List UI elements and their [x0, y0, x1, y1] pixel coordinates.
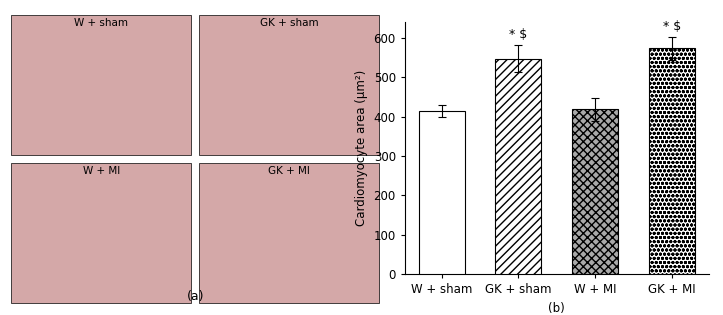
Text: * $: * $ [662, 20, 681, 33]
Bar [572, 109, 618, 274]
Bar [649, 49, 695, 274]
Bar [199, 163, 380, 303]
Text: W + MI: W + MI [82, 166, 120, 176]
Bar [11, 15, 192, 155]
Bar [199, 15, 380, 155]
Text: GK + sham: GK + sham [260, 18, 319, 28]
Text: (a): (a) [187, 289, 204, 303]
Bar [495, 59, 542, 274]
Text: GK + MI: GK + MI [268, 166, 310, 176]
Text: W + sham: W + sham [74, 18, 128, 28]
Bar [419, 111, 465, 274]
Y-axis label: Cardiomyocyte area (µm²): Cardiomyocyte area (µm²) [355, 70, 368, 226]
Text: * $: * $ [509, 28, 528, 41]
X-axis label: (b): (b) [548, 302, 565, 315]
Bar [11, 163, 192, 303]
